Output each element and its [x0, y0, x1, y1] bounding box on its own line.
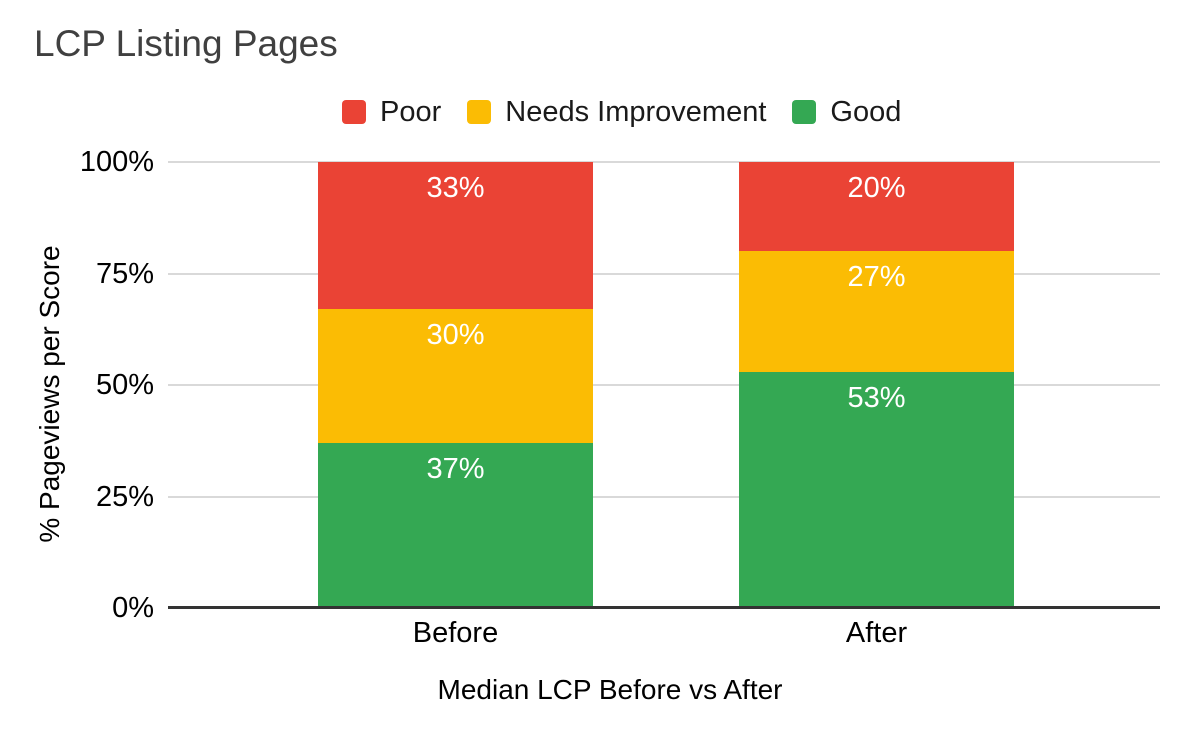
y-tick-label: 100% — [79, 146, 154, 178]
x-category-label-before: Before — [412, 617, 499, 649]
y-axis-title: % Pageviews per Score — [34, 245, 65, 543]
gridline-75% — [168, 272, 1160, 275]
legend-item-poor[interactable]: Poor — [342, 96, 441, 129]
y-tick-label: 25% — [95, 480, 154, 513]
y-tick-label: 0% — [112, 592, 154, 624]
chart-title: LCP Listing Pages — [34, 23, 338, 64]
legend-swatch-icon — [467, 100, 492, 124]
legend-swatch-icon — [792, 100, 817, 124]
legend-label: Good — [830, 95, 902, 128]
bar-value-label: 27% — [847, 261, 906, 294]
bar-segment-after-needs-improvement[interactable] — [739, 251, 1014, 372]
bar-segment-after-poor[interactable] — [739, 162, 1014, 252]
gridline-25% — [168, 495, 1160, 498]
bar-value-label: 33% — [426, 172, 485, 204]
x-category-label-after: After — [845, 617, 908, 649]
bar-segment-after-good[interactable] — [739, 371, 1014, 608]
gridline-50% — [168, 384, 1160, 386]
bar-segment-before-good[interactable] — [318, 442, 593, 608]
gridline-100% — [168, 161, 1160, 163]
x-axis-line — [168, 606, 1160, 609]
bar-value-label: 37% — [426, 452, 485, 485]
legend-label: Poor — [380, 95, 442, 128]
bar-segment-before-needs-improvement[interactable] — [318, 309, 593, 443]
bar-value-label: 20% — [847, 172, 906, 204]
x-axis-title: Median LCP Before vs After — [437, 674, 783, 705]
y-tick-label: 50% — [95, 369, 154, 401]
legend-swatch-icon — [342, 100, 366, 124]
legend: Poor Needs Improvement Good — [342, 96, 901, 129]
legend-label: Needs Improvement — [505, 95, 767, 128]
legend-item-needs-improvement[interactable]: Needs Improvement — [467, 96, 766, 129]
legend-item-good[interactable]: Good — [792, 96, 901, 129]
bar-value-label: 30% — [426, 319, 485, 352]
y-tick-label: 75% — [95, 257, 154, 290]
bar-segment-before-poor[interactable] — [318, 162, 593, 310]
bar-value-label: 53% — [847, 381, 906, 414]
